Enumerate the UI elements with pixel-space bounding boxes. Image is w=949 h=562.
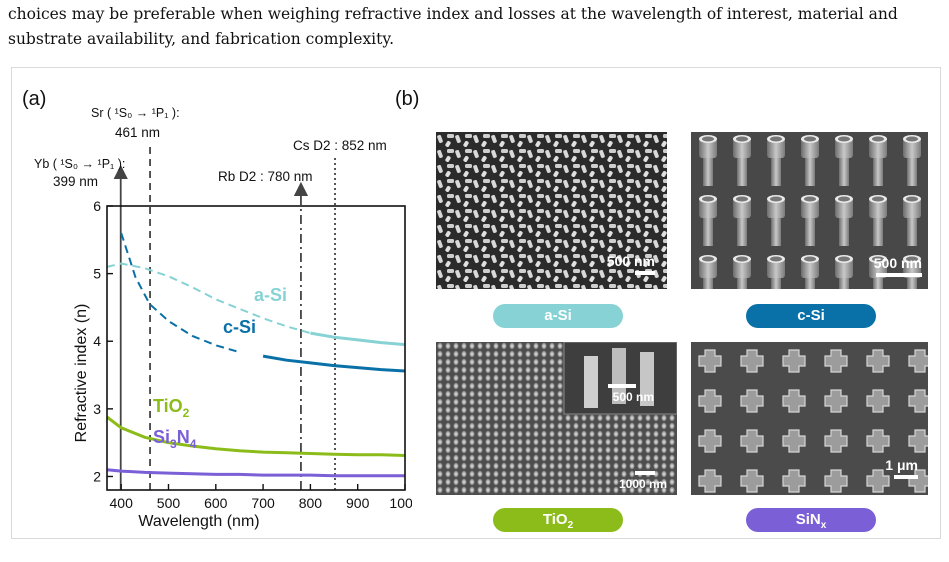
y-tick-label: 4 (93, 333, 101, 349)
sem-image-sinx: 1 μm (691, 342, 928, 495)
y-tick-label: 2 (93, 468, 101, 484)
scale-bar-tio2-inset: 500 nm (608, 384, 654, 404)
panel-a-label: (a) (22, 88, 47, 110)
y-tick-label: 3 (93, 401, 101, 417)
material-label-c-si: c-Si (746, 304, 876, 328)
intro-paragraph: choices may be preferable when weighing … (8, 5, 898, 48)
series-line (106, 468, 405, 478)
series-label-a-si: a-Si (254, 285, 287, 305)
annotation-sr-line1: Sr ( ¹S₀ → ¹P₁ ): (91, 106, 180, 120)
material-label-a-si: a-Si (493, 304, 623, 328)
x-tick-label: 700 (251, 495, 275, 511)
annotation-yb-line2: 399 nm (53, 174, 98, 189)
series-label-si3n4: Si3N4 (153, 427, 197, 451)
y-tick-label: 6 (93, 198, 101, 214)
sem-tio2-pattern (436, 342, 677, 495)
sem-image-a-si: 500 nm (436, 132, 667, 289)
annotation-sr-line2: 461 nm (115, 125, 160, 140)
panel-b-label: (b) (395, 88, 420, 110)
plot-frame (106, 205, 406, 491)
y-axis-label: Refractive index (n) (73, 304, 90, 443)
series-label-c-si: c-Si (223, 317, 256, 337)
sem-sinx-pattern (691, 342, 928, 495)
scale-bar-tio2: 1000 nm (619, 471, 667, 491)
x-tick-label: 800 (299, 495, 323, 511)
sem-image-c-si: 500 nm (691, 132, 928, 289)
sem-c-si-pattern (691, 132, 928, 289)
x-tick-label: 400 (110, 495, 134, 511)
x-tick-label: 1000 (389, 495, 412, 511)
refractive-index-chart: 400 500 600 700 800 900 1000 2 3 4 5 6 Wavelength (… (34, 106, 412, 530)
series-line-dashed (120, 232, 240, 354)
x-axis-label: Wavelength (nm) (138, 513, 259, 530)
series-label-tio2: TiO2 (153, 396, 190, 420)
material-label-sinx: SiNx (746, 508, 876, 532)
material-label-tio2: TiO2 (493, 508, 623, 532)
series-line-dashed (106, 262, 311, 335)
scale-bar-a-si: 500 nm (607, 253, 655, 275)
figure-panel: (a) (b) 400 500 600 700 800 900 1000 2 3 4 5 6 Wave… (11, 67, 941, 539)
x-tick-label: 500 (157, 495, 181, 511)
sem-image-tio2: 500 nm 1000 nm (436, 342, 677, 495)
scale-bar-c-si: 500 nm (874, 255, 922, 277)
scale-bar-sinx: 1 μm (885, 457, 918, 479)
y-tick-label: 5 (93, 266, 101, 282)
series-line (310, 331, 406, 347)
x-tick-label: 600 (204, 495, 228, 511)
annotation-yb-line1: Yb ( ¹S₀ → ¹P₁ ): (34, 157, 125, 171)
series-line (262, 354, 406, 373)
series-line (106, 415, 406, 457)
x-tick-label: 900 (346, 495, 370, 511)
annotation-cs: Cs D2 : 852 nm (293, 138, 387, 153)
annotation-rb: Rb D2 : 780 nm (218, 169, 313, 184)
sem-a-si-pattern (436, 132, 667, 289)
